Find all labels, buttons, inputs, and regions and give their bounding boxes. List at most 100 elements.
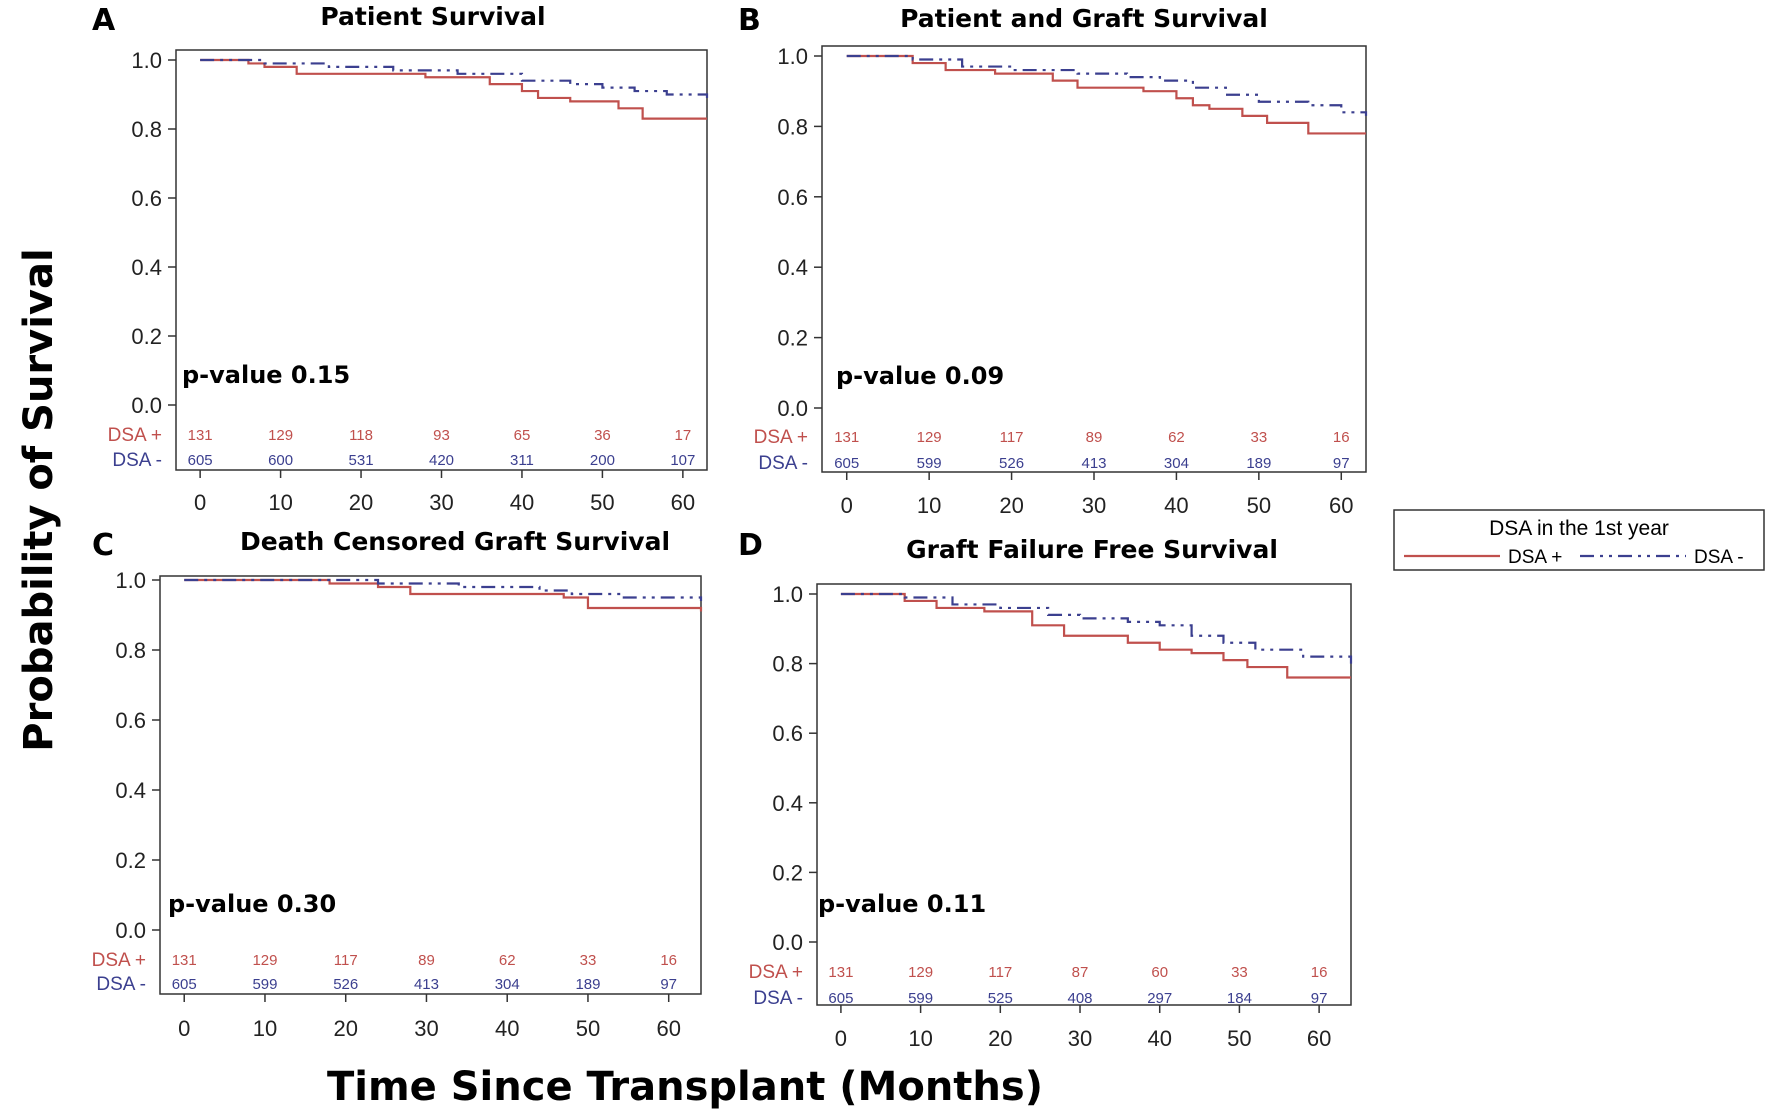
risk-count-neg: 311 (510, 452, 534, 469)
y-tick-label: 0.4 (115, 778, 146, 803)
x-tick-label: 40 (495, 1016, 519, 1041)
risk-count-neg: 420 (429, 452, 454, 469)
x-tick-label: 40 (1147, 1026, 1171, 1051)
survival-curve-dsa-neg (846, 54, 1368, 116)
risk-count-neg: 189 (575, 976, 600, 993)
y-tick-label: 0.8 (131, 117, 162, 142)
x-tick-label: 20 (349, 490, 373, 515)
survival-curve-dsa-neg (200, 58, 709, 98)
x-tick-label: 20 (999, 493, 1023, 518)
risk-count-pos: 93 (433, 427, 450, 444)
risk-count-neg: 97 (660, 976, 677, 993)
y-tick-label: 0.0 (777, 396, 808, 421)
x-tick-label: 50 (1227, 1026, 1251, 1051)
y-tick-label: 0.0 (772, 930, 803, 955)
x-tick-label: 10 (917, 493, 941, 518)
risk-count-pos: 129 (908, 964, 933, 981)
y-tick-label: 0.8 (115, 638, 146, 663)
risk-count-pos: 17 (675, 427, 692, 444)
risk-count-pos: 117 (988, 964, 1012, 981)
risk-count-pos: 117 (334, 952, 358, 969)
risk-count-pos: 129 (252, 952, 277, 969)
risk-count-pos: 33 (1251, 429, 1268, 446)
panels: A Patient Survival 0.0 0.2 0.4 0.6 0.8 1.0 0 10 20… (92, 2, 1368, 1051)
panel-title: Graft Failure Free Survival (906, 535, 1278, 564)
panel-title: Patient and Graft Survival (900, 4, 1268, 33)
plot-frame (821, 45, 1367, 473)
panel-letter: A (92, 3, 116, 38)
y-tick-label: 0.6 (131, 186, 162, 211)
x-tick-label: 30 (429, 490, 453, 515)
risk-count-pos: 131 (834, 429, 859, 446)
y-tick-label: 1.0 (777, 44, 808, 69)
risk-count-pos: 33 (580, 952, 597, 969)
plot-frame (175, 49, 708, 471)
x-tick-label: 10 (268, 490, 292, 515)
risk-label-neg: DSA - (112, 450, 162, 471)
risk-count-neg: 531 (349, 452, 374, 469)
legend-box (1393, 509, 1765, 571)
panel-b: B Patient and Graft Survival 0.0 0.2 0.4 0.6 0… (738, 3, 1368, 518)
risk-count-neg: 184 (1227, 990, 1252, 1007)
p-value: p-value 0.30 (168, 890, 336, 918)
risk-count-neg: 599 (917, 455, 942, 472)
legend-title: DSA in the 1st year (1489, 517, 1669, 540)
legend-label-neg: DSA - (1694, 547, 1744, 568)
risk-count-pos: 60 (1151, 964, 1168, 981)
y-tick-label: 0.2 (131, 324, 162, 349)
risk-count-pos: 62 (499, 952, 516, 969)
risk-count-pos: 62 (1168, 429, 1185, 446)
panel-title: Patient Survival (320, 2, 545, 31)
survival-curve-dsa-pos (200, 58, 707, 120)
x-tick-label: 10 (908, 1026, 932, 1051)
y-tick-label: 0.4 (131, 255, 162, 280)
risk-label-pos: DSA + (749, 962, 803, 983)
panel-letter: B (738, 3, 761, 38)
y-axis-label: Probability of Survival (16, 248, 62, 751)
y-tick-label: 0.8 (772, 652, 803, 677)
risk-count-neg: 605 (172, 976, 197, 993)
risk-count-neg: 304 (1164, 455, 1189, 472)
y-tick-label: 0.6 (772, 721, 803, 746)
x-tick-label: 20 (333, 1016, 357, 1041)
risk-count-neg: 599 (252, 976, 277, 993)
risk-count-neg: 304 (495, 976, 520, 993)
risk-count-pos: 131 (172, 952, 197, 969)
x-tick-label: 40 (510, 490, 534, 515)
risk-count-pos: 129 (268, 427, 293, 444)
survival-curve-dsa-neg (184, 578, 703, 601)
p-value: p-value 0.15 (182, 361, 350, 389)
risk-count-neg: 605 (828, 990, 853, 1007)
y-tick-label: 1.0 (115, 568, 146, 593)
y-tick-label: 0.0 (131, 393, 162, 418)
x-tick-label: 10 (253, 1016, 277, 1041)
x-tick-label: 30 (1068, 1026, 1092, 1051)
y-tick-label: 0.4 (777, 255, 808, 280)
panel-c: C Death Censored Graft Survival 0.0 0.2 0.4 0… (92, 527, 703, 1041)
panel-letter: C (92, 528, 114, 563)
survival-curve-dsa-pos (184, 578, 703, 612)
risk-count-neg: 107 (670, 452, 695, 469)
risk-count-pos: 89 (1086, 429, 1103, 446)
risk-count-pos: 16 (660, 952, 677, 969)
risk-label-pos: DSA + (108, 425, 162, 446)
x-tick-label: 0 (178, 1016, 190, 1041)
x-tick-label: 0 (194, 490, 206, 515)
risk-count-pos: 89 (418, 952, 435, 969)
y-tick-label: 1.0 (131, 48, 162, 73)
x-tick-label: 50 (1247, 493, 1271, 518)
plot-frame (816, 583, 1352, 1006)
risk-count-neg: 413 (1081, 455, 1106, 472)
survival-curve-dsa-pos (846, 54, 1366, 135)
risk-count-neg: 189 (1246, 455, 1271, 472)
risk-count-pos: 16 (1311, 964, 1328, 981)
x-tick-label: 50 (576, 1016, 600, 1041)
x-tick-label: 60 (1329, 493, 1353, 518)
p-value: p-value 0.11 (818, 890, 986, 918)
panel-letter: D (738, 528, 763, 563)
x-tick-label: 50 (590, 490, 614, 515)
risk-count-pos: 118 (349, 427, 373, 444)
x-tick-label: 30 (414, 1016, 438, 1041)
risk-label-pos: DSA + (754, 427, 808, 448)
